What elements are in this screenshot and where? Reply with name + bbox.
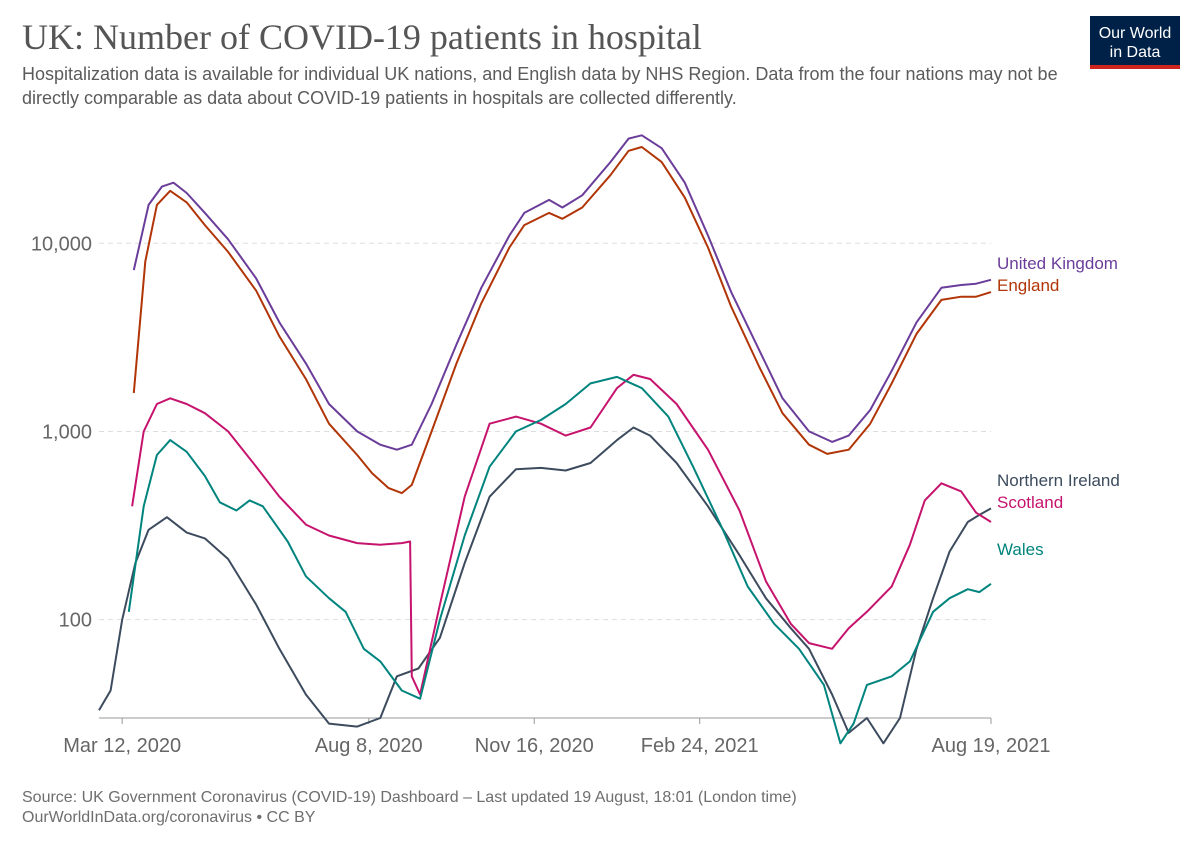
series-line-england[interactable] bbox=[132, 146, 992, 495]
series-line-united-kingdom[interactable] bbox=[132, 134, 992, 451]
series-line-northern-ireland[interactable] bbox=[98, 426, 992, 745]
series-label-wales[interactable]: Wales bbox=[997, 540, 1044, 559]
owid-logo[interactable]: Our World in Data bbox=[1090, 16, 1180, 69]
x-tick-label: Aug 8, 2020 bbox=[315, 735, 423, 757]
chart-title: UK: Number of COVID-19 patients in hospi… bbox=[22, 17, 702, 57]
x-tick-label: Nov 16, 2020 bbox=[475, 735, 594, 757]
x-tick-label: Aug 19, 2021 bbox=[932, 735, 1051, 757]
series-lines bbox=[98, 134, 992, 745]
series-label-scotland[interactable]: Scotland bbox=[997, 493, 1063, 512]
series-label-northern-ireland[interactable]: Northern Ireland bbox=[997, 471, 1120, 490]
series-line-scotland[interactable] bbox=[131, 373, 992, 696]
y-tick-label: 100 bbox=[59, 610, 92, 632]
logo-line-1: Our World bbox=[1098, 25, 1172, 42]
series-label-united-kingdom[interactable]: United Kingdom bbox=[997, 254, 1118, 273]
series-line-wales[interactable] bbox=[127, 375, 992, 745]
x-tick-label: Feb 24, 2021 bbox=[641, 735, 759, 757]
logo-line-2: in Data bbox=[1109, 44, 1161, 61]
y-tick-label: 1,000 bbox=[42, 421, 92, 443]
x-tick-label: Mar 12, 2020 bbox=[63, 735, 181, 757]
gridlines bbox=[99, 242, 991, 621]
chart-footer: Source: UK Government Coronavirus (COVID… bbox=[22, 788, 797, 828]
series-label-england[interactable]: England bbox=[997, 276, 1059, 295]
credit-note: OurWorldInData.org/coronavirus • CC BY bbox=[22, 809, 316, 826]
axes: 100 1,000 10,000 Mar 12, 2020 Aug 8, 2020 Nov… bbox=[31, 233, 1051, 757]
source-note: Source: UK Government Coronavirus (COVID… bbox=[22, 789, 797, 806]
y-tick-label: 10,000 bbox=[31, 233, 92, 255]
chart-subtitle: Hospitalization data is available for in… bbox=[22, 64, 1058, 108]
series-labels: United Kingdom England Northern Ireland Sco… bbox=[997, 254, 1120, 559]
